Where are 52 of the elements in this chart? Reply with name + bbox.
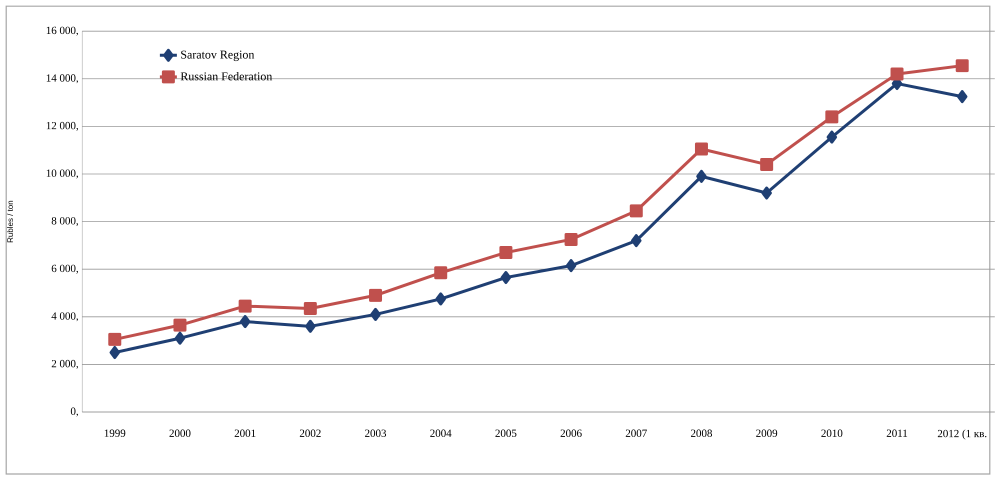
point (696, 170, 707, 183)
point (500, 270, 512, 284)
point (434, 266, 448, 280)
point (956, 59, 969, 72)
x-tick-label: 2008 (690, 429, 712, 437)
x-tick-label: 2004 (430, 429, 452, 437)
y-tick-label: 0, (70, 407, 78, 416)
y-tick-label: 12 000, (46, 122, 78, 131)
point (825, 110, 838, 124)
point (238, 300, 252, 312)
point (369, 288, 382, 302)
point (631, 234, 642, 248)
x-tick-label: 2001 (234, 429, 256, 437)
x-tick-label: 2007 (626, 429, 647, 437)
point (564, 232, 578, 246)
y-tick-label: 10 000, (46, 169, 78, 178)
point (304, 302, 317, 315)
point (110, 346, 120, 359)
point (826, 130, 838, 144)
point (956, 90, 968, 104)
point (305, 320, 316, 333)
point (174, 332, 186, 345)
x-tick-label: 2011 (886, 429, 908, 437)
x-tick-label: 2005 (495, 429, 516, 437)
point (694, 142, 708, 156)
point (890, 67, 904, 80)
x-tick-label: 2012 (1 кв. (938, 429, 986, 440)
point (760, 158, 774, 171)
y-tick-label: 2 000, (52, 360, 78, 369)
legend-label: Russian Federation (180, 72, 272, 80)
point (630, 204, 643, 218)
legend-label: Saratov Region (181, 50, 254, 61)
point (370, 308, 381, 321)
x-tick-label: 2006 (560, 429, 582, 437)
point (566, 259, 576, 272)
point (761, 186, 772, 200)
y-tick-label: 8 000, (52, 217, 78, 226)
point (108, 332, 122, 346)
x-tick-label: 2009 (756, 429, 778, 437)
y-tick-label: 14 000, (46, 74, 78, 84)
point (173, 318, 186, 332)
x-tick-label: 2002 (300, 429, 321, 437)
x-tick-label: 2003 (365, 429, 386, 437)
y-tick-label: 6 000, (52, 264, 78, 274)
y-tick-label: 4 000, (51, 312, 78, 322)
y-tick-label: 16 000, (46, 26, 78, 36)
x-tick-label: 1999 (104, 429, 126, 437)
point (499, 246, 512, 259)
point (435, 292, 446, 306)
x-tick-label: 2010 (821, 429, 842, 437)
x-tick-label: 2000 (169, 429, 190, 437)
point (240, 314, 250, 328)
